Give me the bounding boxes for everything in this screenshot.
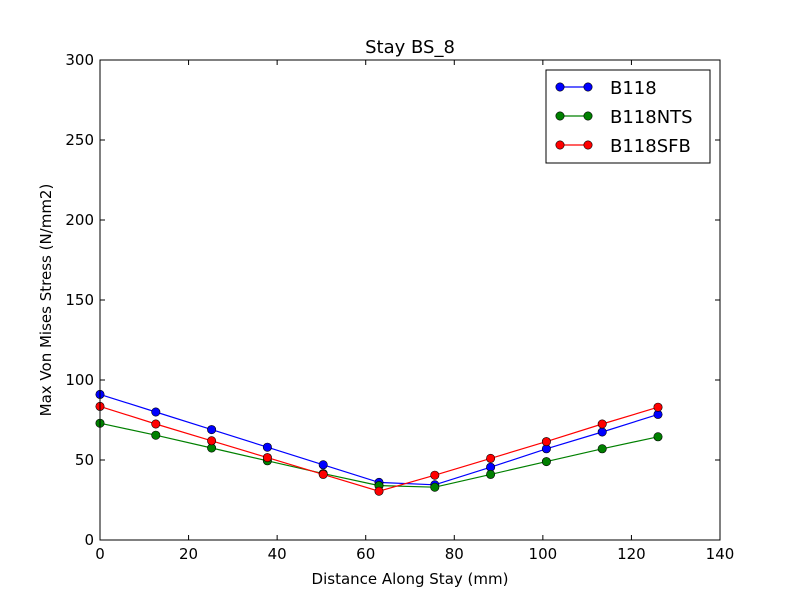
legend-marker-end-0 — [583, 82, 593, 92]
y-tick-label-3: 150 — [65, 291, 94, 309]
x-axis-title: Distance Along Stay (mm) — [312, 570, 509, 588]
data-point-0-9 — [597, 427, 607, 437]
x-tick-label-2: 40 — [268, 545, 287, 563]
data-point-2-8 — [541, 437, 551, 447]
plot-area: 0 20 40 60 80 100 120 140 0 50 100 150 200 250 300 — [65, 51, 734, 563]
legend-marker-1 — [555, 111, 565, 121]
data-point-2-5 — [374, 486, 384, 496]
x-tick-label-0: 0 — [95, 545, 105, 563]
y-tick-label-1: 50 — [75, 451, 94, 469]
legend-label-1: B118NTS — [610, 107, 693, 128]
legend-label-0: B118 — [610, 78, 657, 99]
y-axis-title: Max Von Mises Stress (N/mm2) — [37, 184, 55, 417]
x-tick-label-4: 80 — [445, 545, 464, 563]
series-line-0 — [99, 393, 659, 486]
data-point-0-1 — [151, 407, 161, 417]
legend-label-2: B118SFB — [610, 136, 691, 157]
x-tick-label-6: 120 — [617, 545, 646, 563]
data-point-1-1 — [151, 430, 161, 440]
x-tick-label-1: 20 — [179, 545, 198, 563]
x-tick-label-5: 100 — [529, 545, 558, 563]
data-point-2-9 — [597, 419, 607, 429]
data-point-2-6 — [430, 470, 440, 480]
data-point-1-10 — [653, 432, 663, 442]
data-point-2-7 — [486, 453, 496, 463]
legend-marker-2 — [555, 140, 565, 150]
data-point-2-2 — [207, 436, 217, 446]
data-point-0-2 — [207, 425, 217, 435]
data-point-0-3 — [262, 442, 272, 452]
data-point-1-7 — [486, 469, 496, 479]
legend-marker-0 — [555, 82, 565, 92]
y-tick-label-2: 100 — [65, 371, 94, 389]
chart-title: Stay BS_8 — [365, 37, 455, 58]
legend-marker-end-1 — [583, 111, 593, 121]
data-point-1-8 — [541, 457, 551, 467]
data-point-2-1 — [151, 419, 161, 429]
x-tick-label-3: 60 — [356, 545, 375, 563]
y-tick-label-0: 0 — [84, 531, 94, 549]
legend-marker-end-2 — [583, 140, 593, 150]
x-tick-label-7: 140 — [706, 545, 735, 563]
y-tick-label-5: 250 — [65, 131, 94, 149]
data-point-2-4 — [318, 469, 328, 479]
y-tick-label-6: 300 — [65, 51, 94, 69]
data-point-1-9 — [597, 444, 607, 454]
data-point-2-3 — [262, 453, 272, 463]
legend: B118 B118NTS B118SFB — [545, 69, 711, 164]
data-point-0-4 — [318, 460, 328, 470]
y-tick-label-4: 200 — [65, 211, 94, 229]
data-point-2-10 — [653, 402, 663, 412]
data-point-1-6 — [430, 482, 440, 492]
